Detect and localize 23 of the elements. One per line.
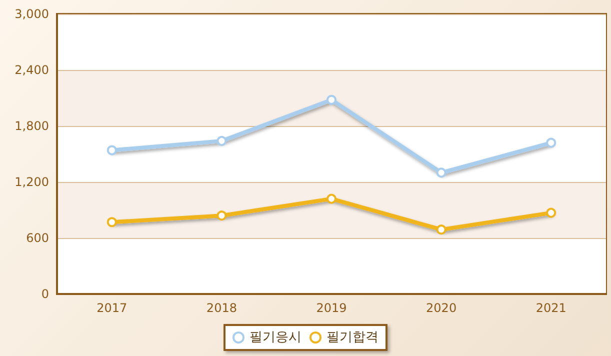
x-tick-label: 2021 bbox=[536, 301, 566, 315]
y-tick-label: 2,400 bbox=[14, 63, 49, 77]
point bbox=[216, 210, 227, 221]
x-tick-label: 2019 bbox=[316, 301, 347, 315]
point bbox=[216, 136, 227, 146]
x-tick-label: 2020 bbox=[426, 301, 457, 315]
point bbox=[546, 138, 556, 148]
y-tick-label: 600 bbox=[26, 231, 49, 245]
y-tick-label: 1,800 bbox=[14, 119, 49, 133]
y-tick-label: 3,000 bbox=[14, 7, 49, 21]
point bbox=[546, 208, 556, 218]
point bbox=[106, 217, 117, 228]
legend-label: 필기합격 bbox=[326, 330, 378, 345]
point bbox=[326, 94, 336, 105]
point bbox=[326, 194, 336, 204]
x-tick-label: 2017 bbox=[96, 301, 128, 315]
y-tick-label: 1,200 bbox=[14, 175, 49, 189]
point bbox=[436, 168, 446, 178]
legend-label: 필기응시 bbox=[250, 330, 302, 345]
point bbox=[436, 224, 446, 235]
y-tick-label: 0 bbox=[41, 287, 49, 301]
point bbox=[106, 145, 117, 156]
x-tick-label: 2018 bbox=[206, 301, 237, 315]
